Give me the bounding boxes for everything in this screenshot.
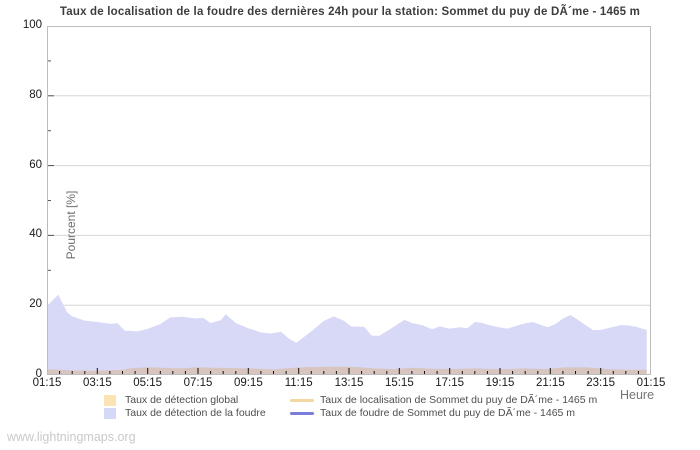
watermark: www.lightningmaps.org <box>7 430 136 444</box>
chart-canvas <box>47 26 651 375</box>
y-tick-label: 100 <box>22 19 42 31</box>
x-tick-label: 03:15 <box>82 377 112 389</box>
legend-label-foudre-line: Taux de foudre de Sommet du puy de DÃ´me… <box>320 407 576 419</box>
x-tick-label: 09:15 <box>233 377 263 389</box>
x-tick-label: 11:15 <box>284 377 313 389</box>
x-tick-label: 13:15 <box>334 377 364 389</box>
x-tick-label: 17:15 <box>435 377 465 389</box>
x-tick-label: 15:15 <box>384 377 414 389</box>
legend-swatch-foudre-line <box>290 412 314 415</box>
legend-label-detection-foudre: Taux de détection de la foudre <box>125 407 266 419</box>
x-tick-label: 23:15 <box>586 377 616 389</box>
plot-area: Pourcent [%] <box>47 26 651 375</box>
x-axis-label: Heure <box>620 388 655 402</box>
x-tick-label: 05:15 <box>133 377 163 389</box>
chart-svg <box>47 26 651 375</box>
legend-swatch-detection-foudre <box>104 408 116 419</box>
y-tick-label: 40 <box>29 228 42 241</box>
y-tick-label: 0 <box>35 368 42 380</box>
legend-label-localisation-line: Taux de localisation de Sommet du puy de… <box>320 394 598 406</box>
y-tick-label: 80 <box>29 88 42 101</box>
legend-swatch-detection-global <box>104 395 116 406</box>
chart-title: Taux de localisation de la foudre des de… <box>59 6 641 18</box>
y-axis-label: Pourcent [%] <box>64 190 78 260</box>
legend-label-detection-global: Taux de détection global <box>125 394 239 406</box>
x-tick-label: 19:15 <box>485 377 515 389</box>
x-tick-label: 07:15 <box>183 377 213 389</box>
x-tick-label: 01:15 <box>636 377 666 389</box>
y-tick-label: 60 <box>29 158 42 171</box>
y-tick-label: 20 <box>29 298 42 311</box>
legend-swatch-localisation-line <box>290 399 314 402</box>
x-tick-label: 01:15 <box>32 377 62 389</box>
x-tick-label: 21:15 <box>535 377 565 389</box>
